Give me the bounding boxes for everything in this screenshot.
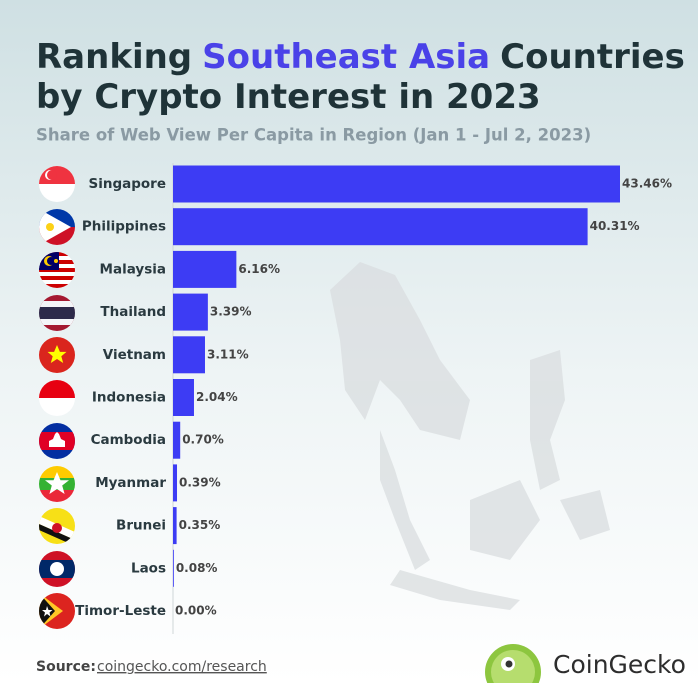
category-label: Vietnam: [103, 347, 166, 363]
flag: [39, 209, 75, 245]
value-label: 43.46%: [622, 177, 672, 191]
bar: [173, 208, 588, 246]
category-label: Myanmar: [95, 475, 166, 491]
value-label: 3.39%: [210, 305, 252, 319]
flag: [39, 337, 75, 373]
bar: [173, 165, 620, 203]
value-label: 0.39%: [179, 475, 221, 489]
value-label: 40.31%: [590, 219, 640, 233]
value-label: 0.00%: [175, 604, 217, 618]
bar: [173, 250, 237, 288]
source-label: Source:: [36, 659, 96, 675]
title-part: Countries: [500, 37, 685, 77]
map-silhouette: [330, 262, 610, 610]
chart-title: Ranking Southeast Asia Countries: [36, 37, 685, 77]
category-label: Philippines: [82, 219, 166, 235]
flags: [39, 166, 75, 629]
category-label: Singapore: [89, 176, 167, 192]
flag: [39, 166, 75, 202]
bar: [173, 549, 174, 587]
bar: [173, 464, 178, 502]
brand-name: CoinGecko: [553, 650, 686, 679]
category-label: Indonesia: [92, 390, 166, 406]
flag: [39, 593, 75, 629]
category-label: Laos: [131, 560, 166, 576]
value-label: 6.16%: [238, 262, 280, 276]
bar: [173, 293, 208, 331]
category-label: Cambodia: [91, 432, 166, 448]
value-label: 3.11%: [207, 347, 249, 361]
category-label: Thailand: [100, 304, 166, 320]
bar: [173, 379, 194, 416]
flag: [39, 252, 75, 288]
flag: [39, 466, 75, 502]
chart-title: by Crypto Interest in 2023: [36, 77, 541, 117]
value-label: 0.70%: [182, 433, 224, 447]
flag: [39, 380, 75, 416]
flag: [39, 423, 75, 459]
bar: [173, 421, 181, 459]
flag: [39, 508, 75, 544]
title-part: Southeast Asia: [202, 37, 490, 77]
source-link[interactable]: coingecko.com/research: [97, 659, 267, 675]
title-part: by Crypto Interest in 2023: [36, 77, 541, 117]
category-label: Brunei: [116, 518, 166, 534]
category-label: Timor-Leste: [75, 603, 166, 619]
value-label: 0.35%: [179, 518, 221, 532]
chart-subtitle: Share of Web View Per Capita in Region (…: [36, 126, 591, 145]
bar: [173, 507, 177, 545]
flag: [39, 295, 75, 331]
category-label: Malaysia: [100, 261, 166, 277]
logo-icon: [485, 644, 541, 683]
bar: [173, 336, 205, 374]
flag: [39, 551, 75, 587]
value-label: 0.08%: [176, 561, 218, 575]
title-part: Ranking: [36, 37, 192, 77]
value-label: 2.04%: [196, 390, 238, 404]
